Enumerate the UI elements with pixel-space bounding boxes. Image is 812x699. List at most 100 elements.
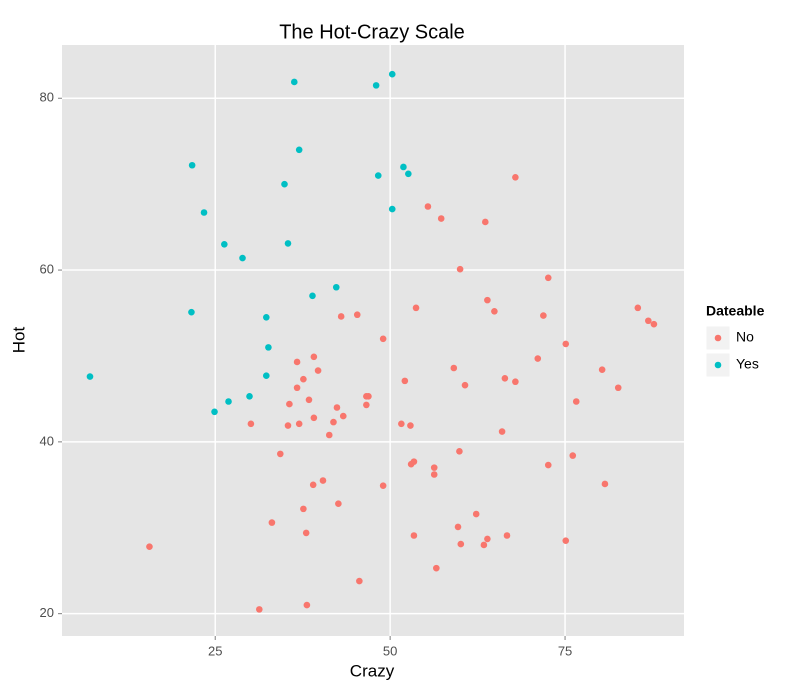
point [534, 355, 542, 362]
point [400, 163, 407, 171]
point [480, 541, 488, 549]
point [572, 398, 580, 405]
point [481, 218, 489, 226]
x-axis-label: Crazy [350, 661, 395, 680]
y-axis-label: Hot [9, 327, 28, 354]
point [601, 480, 609, 488]
legend: Dateable No Yes [705, 303, 765, 378]
point [491, 307, 498, 315]
point [337, 313, 345, 320]
y-tick-label: 60 [40, 261, 54, 276]
point [634, 304, 642, 312]
point [363, 401, 370, 409]
point [430, 464, 438, 471]
point [598, 366, 606, 374]
point [457, 540, 465, 548]
point [293, 384, 301, 392]
point [484, 535, 491, 543]
point [300, 375, 307, 383]
point [501, 374, 509, 382]
point [325, 431, 333, 439]
point [225, 398, 232, 405]
point [188, 308, 195, 316]
point [332, 283, 340, 291]
grid [62, 45, 684, 636]
point [246, 393, 253, 400]
point [268, 519, 276, 526]
panel [62, 45, 684, 636]
chart-title: The Hot-Crazy Scale [279, 21, 465, 43]
point [293, 358, 301, 366]
point [265, 344, 272, 351]
point [276, 450, 284, 458]
point [303, 601, 311, 609]
point [450, 364, 458, 372]
legend-label: No [736, 329, 754, 345]
point [405, 170, 412, 178]
legend-symbol [714, 361, 722, 369]
point [512, 173, 519, 181]
point [309, 481, 317, 489]
point [454, 523, 462, 531]
point [314, 367, 322, 374]
point [295, 146, 303, 154]
point [379, 335, 387, 343]
point [437, 215, 445, 222]
point [284, 422, 292, 429]
point [424, 203, 432, 210]
point [310, 414, 318, 422]
point [330, 418, 337, 426]
point [300, 505, 307, 513]
point [398, 420, 405, 428]
point [365, 393, 372, 400]
legend-title: Dateable [706, 303, 765, 319]
point [412, 304, 420, 312]
point [388, 70, 396, 78]
point [484, 296, 491, 304]
legend-label: Yes [736, 356, 759, 372]
point [456, 265, 464, 273]
point [407, 422, 414, 429]
point [410, 532, 418, 539]
point [211, 408, 218, 416]
x-tick-label: 50 [383, 643, 397, 658]
point [401, 377, 409, 385]
point [472, 510, 480, 518]
point [221, 240, 228, 248]
point [456, 448, 463, 455]
point [86, 373, 94, 380]
point [645, 317, 652, 325]
point [498, 428, 506, 435]
point [281, 180, 288, 188]
y-tick-label: 40 [40, 433, 54, 448]
x-tick-label: 25 [208, 643, 222, 658]
point [356, 577, 363, 585]
point [286, 400, 293, 408]
point [146, 543, 153, 550]
point [569, 452, 577, 459]
point [353, 311, 361, 319]
point [335, 500, 342, 508]
point [562, 340, 570, 348]
point [310, 353, 318, 361]
point [650, 320, 658, 328]
point [372, 82, 380, 89]
point [263, 372, 270, 380]
point [256, 606, 263, 613]
y-tick-label: 80 [40, 90, 54, 105]
point [290, 78, 298, 86]
point [410, 458, 418, 465]
point [540, 312, 547, 319]
point [512, 378, 519, 386]
point [284, 240, 292, 247]
point [319, 477, 327, 484]
point [544, 274, 552, 282]
y-tick-label: 20 [40, 605, 54, 620]
point [433, 564, 440, 572]
point [388, 205, 396, 213]
point [374, 172, 382, 179]
point [544, 461, 552, 469]
point [247, 420, 255, 428]
point [305, 396, 313, 404]
legend-symbol [714, 334, 722, 342]
